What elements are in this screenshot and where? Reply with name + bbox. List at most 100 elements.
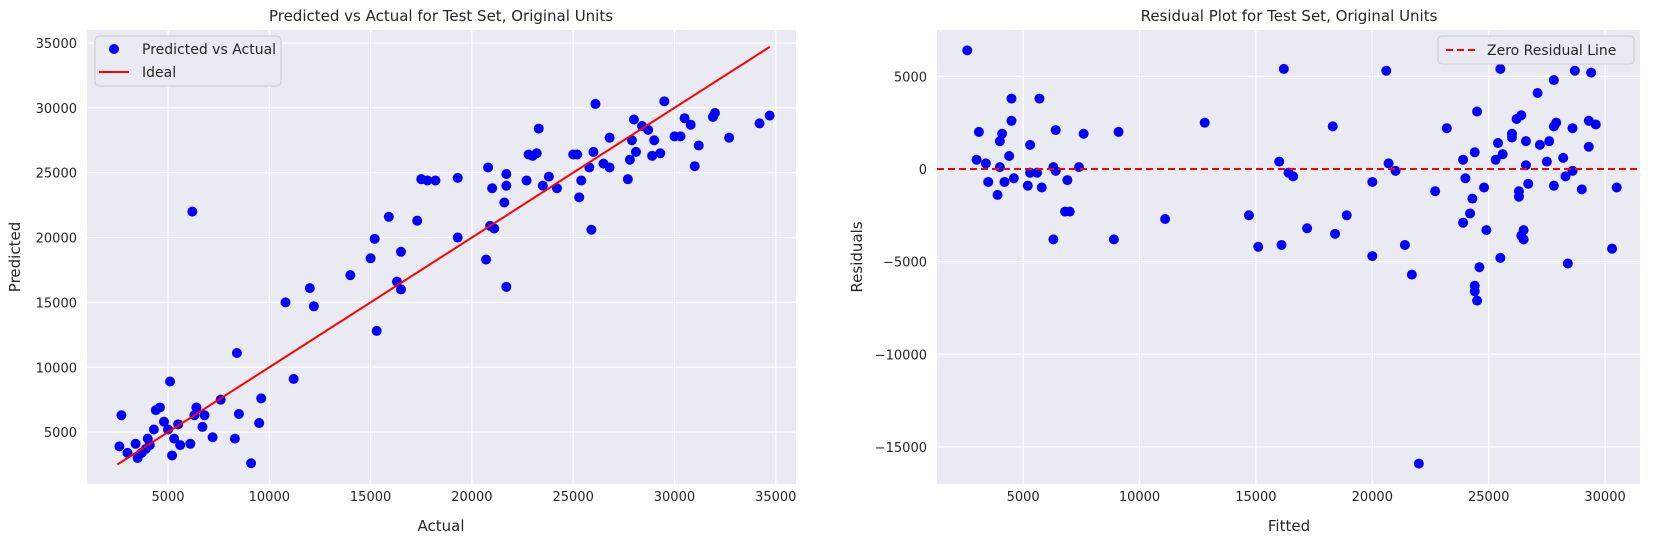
data-point bbox=[481, 254, 492, 265]
data-point bbox=[588, 146, 599, 157]
x-tick-label: 5000 bbox=[1007, 490, 1040, 505]
data-point bbox=[1467, 193, 1478, 204]
data-point bbox=[308, 301, 319, 312]
data-point bbox=[604, 132, 615, 143]
y-tick-label: 35000 bbox=[36, 37, 77, 52]
data-point bbox=[1562, 258, 1573, 269]
data-point bbox=[280, 297, 291, 308]
data-point bbox=[1520, 160, 1531, 171]
data-point bbox=[1567, 165, 1578, 176]
data-point bbox=[1406, 269, 1417, 280]
data-point bbox=[1516, 110, 1527, 121]
data-point bbox=[543, 171, 554, 182]
data-point bbox=[169, 433, 180, 444]
data-point bbox=[197, 421, 208, 432]
x-tick-label: 10000 bbox=[249, 490, 290, 505]
data-point bbox=[1032, 167, 1043, 178]
data-point bbox=[992, 189, 1003, 200]
data-point bbox=[574, 192, 585, 203]
data-point bbox=[997, 128, 1008, 139]
x-tick-label: 30000 bbox=[654, 490, 695, 505]
data-point bbox=[622, 174, 633, 185]
data-point bbox=[1548, 75, 1559, 86]
x-axis-label: Actual bbox=[418, 517, 465, 535]
data-point bbox=[971, 154, 982, 165]
data-point bbox=[679, 113, 690, 124]
data-point bbox=[1458, 217, 1469, 228]
data-point bbox=[1506, 128, 1517, 139]
data-point bbox=[1399, 239, 1410, 250]
data-point bbox=[1050, 165, 1061, 176]
data-point bbox=[452, 232, 463, 243]
data-point bbox=[689, 161, 700, 172]
data-point bbox=[1469, 147, 1480, 158]
data-point bbox=[537, 180, 548, 191]
data-point bbox=[1050, 125, 1061, 136]
data-point bbox=[1490, 154, 1501, 165]
y-tick-label: −5000 bbox=[883, 256, 927, 271]
data-point bbox=[649, 135, 660, 146]
data-point bbox=[1330, 228, 1341, 239]
data-point bbox=[345, 270, 356, 281]
data-point bbox=[1253, 241, 1264, 252]
y-tick-label: 0 bbox=[919, 163, 927, 178]
data-point bbox=[1108, 234, 1119, 245]
data-point bbox=[1474, 262, 1485, 273]
x-tick-label: 25000 bbox=[1468, 490, 1509, 505]
x-tick-label: 30000 bbox=[1584, 490, 1625, 505]
data-point bbox=[1541, 156, 1552, 167]
data-point bbox=[371, 325, 382, 336]
data-point bbox=[1278, 63, 1289, 74]
data-point bbox=[1479, 182, 1490, 193]
data-point bbox=[1036, 182, 1047, 193]
data-point bbox=[1532, 88, 1543, 99]
legend: Predicted vs Actual Ideal bbox=[94, 35, 282, 87]
data-point bbox=[630, 146, 641, 157]
data-point bbox=[233, 408, 244, 419]
data-point bbox=[165, 376, 176, 387]
data-point bbox=[487, 183, 498, 194]
data-point bbox=[452, 172, 463, 183]
data-point bbox=[586, 224, 597, 235]
y-tick-label: −10000 bbox=[875, 348, 927, 363]
data-point bbox=[1006, 93, 1017, 104]
data-point bbox=[1034, 93, 1045, 104]
y-tick-label: 20000 bbox=[36, 232, 77, 247]
data-point bbox=[693, 140, 704, 151]
data-point bbox=[1567, 123, 1578, 134]
data-point bbox=[1441, 123, 1452, 134]
data-point bbox=[1523, 178, 1534, 189]
x-tick-label: 10000 bbox=[1119, 490, 1160, 505]
legend-label-ideal: Ideal bbox=[142, 65, 176, 81]
data-point bbox=[533, 123, 544, 134]
data-point bbox=[709, 108, 720, 119]
data-point bbox=[483, 162, 494, 173]
data-point bbox=[1341, 210, 1352, 221]
data-point bbox=[185, 438, 196, 449]
data-point bbox=[675, 131, 686, 142]
y-tick-label: 25000 bbox=[36, 167, 77, 182]
data-point bbox=[983, 176, 994, 187]
data-point bbox=[1497, 149, 1508, 160]
data-point bbox=[1518, 225, 1529, 236]
data-point bbox=[1495, 63, 1506, 74]
data-point bbox=[163, 424, 174, 435]
data-point bbox=[1472, 295, 1483, 306]
data-point bbox=[724, 132, 735, 143]
data-point bbox=[659, 96, 670, 107]
data-point bbox=[1160, 214, 1171, 225]
tick-labels: 5000 10000 15000 20000 25000 30000 −15000 −1000… bbox=[875, 70, 1626, 505]
data-point bbox=[1548, 180, 1559, 191]
data-point bbox=[1025, 167, 1036, 178]
data-point bbox=[256, 393, 267, 404]
data-point bbox=[764, 110, 775, 121]
data-point bbox=[962, 45, 973, 56]
data-point bbox=[1560, 171, 1571, 182]
data-point bbox=[1004, 151, 1015, 162]
data-point bbox=[1493, 138, 1504, 149]
data-point bbox=[994, 162, 1005, 173]
data-point bbox=[422, 175, 433, 186]
data-point bbox=[1008, 173, 1019, 184]
data-point bbox=[1576, 184, 1587, 195]
data-point bbox=[1064, 206, 1075, 217]
